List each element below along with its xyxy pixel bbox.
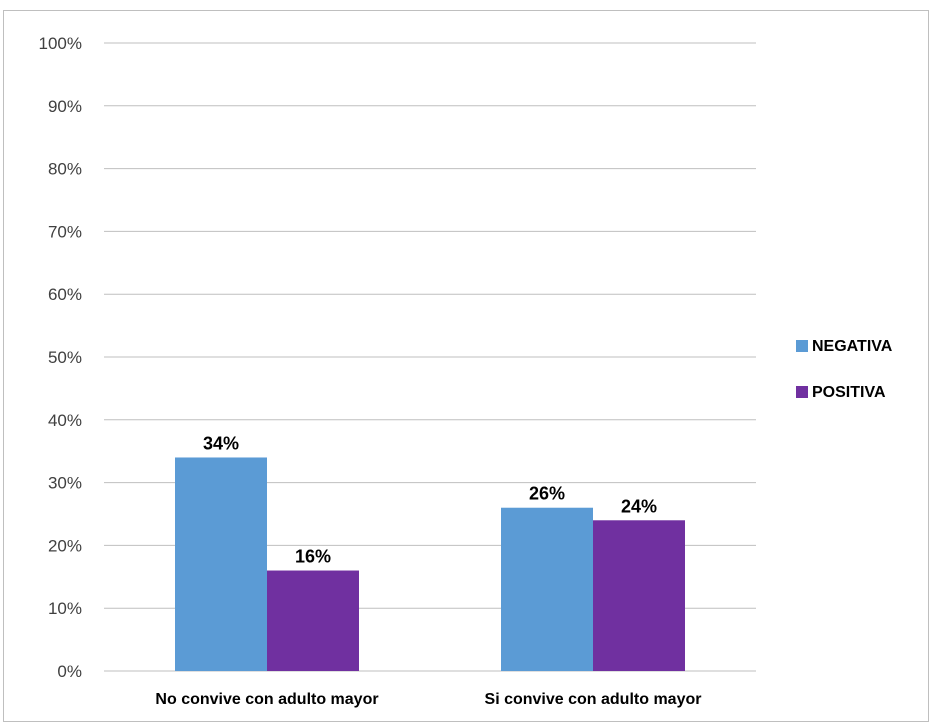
x-axis-categories: No convive con adulto mayor Si convive co… — [155, 691, 701, 708]
legend-swatch — [796, 386, 808, 398]
y-tick-label: 60% — [48, 285, 82, 304]
y-tick-label: 90% — [48, 97, 82, 116]
y-axis-ticks: 0% 10% 20% 30% 40% 50% 60% 70% 80% 90% 100% — [39, 34, 82, 681]
y-tick-label: 20% — [48, 536, 82, 555]
y-tick-label: 70% — [48, 222, 82, 241]
bars — [175, 457, 685, 671]
legend-label: POSITIVA — [812, 384, 886, 401]
bar-negativa — [501, 507, 593, 671]
y-tick-label: 100% — [39, 34, 82, 53]
x-category-label: No convive con adulto mayor — [155, 691, 378, 708]
bar-positiva — [593, 520, 685, 671]
data-labels: 34% 16% 26% 24% — [203, 433, 657, 566]
bar-negativa — [175, 457, 267, 671]
y-tick-label: 40% — [48, 411, 82, 430]
y-tick-label: 10% — [48, 599, 82, 618]
x-category-label: Si convive con adulto mayor — [485, 691, 702, 708]
bar-positiva — [267, 570, 359, 671]
data-label: 24% — [621, 496, 657, 516]
y-tick-label: 0% — [57, 662, 82, 681]
bar-chart: 0% 10% 20% 30% 40% 50% 60% 70% 80% 90% 100% 34% 16%… — [39, 34, 893, 708]
legend: NEGATIVA POSITIVA — [796, 338, 893, 401]
chart-frame: 0% 10% 20% 30% 40% 50% 60% 70% 80% 90% 100% 34% 16%… — [3, 10, 929, 722]
legend-swatch — [796, 340, 808, 352]
data-label: 34% — [203, 433, 239, 453]
y-tick-label: 50% — [48, 348, 82, 367]
y-tick-label: 80% — [48, 160, 82, 179]
y-tick-label: 30% — [48, 474, 82, 493]
data-label: 16% — [295, 547, 331, 567]
legend-label: NEGATIVA — [812, 338, 893, 355]
data-label: 26% — [529, 484, 565, 504]
